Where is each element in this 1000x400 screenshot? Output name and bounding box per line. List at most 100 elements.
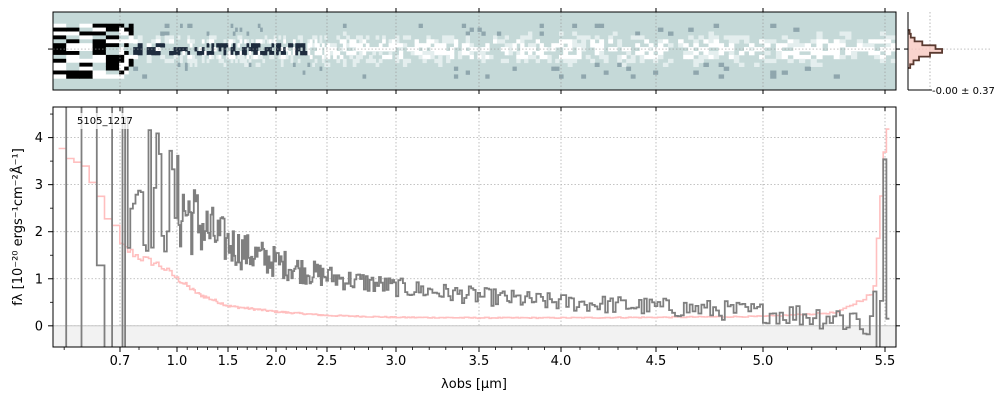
spectrum-2d-pixel [422,54,427,60]
spectrum-2d-pixel [211,51,215,56]
spectrum-2d-pixel [572,43,578,48]
spectrum-2d-pixel [728,54,735,60]
spectrum-2d-pixel [230,39,234,44]
spectrum-2d-pixel [79,23,93,28]
spectrum-2d-pixel [248,62,252,67]
spectrum-2d-pixel [388,39,393,44]
spectrum-2d-pixel [137,51,143,56]
spectrum-2d-pixel [547,54,552,60]
spectrum-2d-pixel [683,54,689,60]
spectrum-2d-pixel [382,54,386,60]
spectrum-2d-pixel [422,43,427,48]
spectrum-2d-pixel [833,39,840,44]
spectrum-2d-pixel [693,51,699,56]
spectrum-2d-pixel [356,54,360,60]
spectrum-2d-pixel [329,47,334,52]
spectrum-2d-pixel [180,54,183,60]
spectrum-2d-pixel [375,47,380,52]
spectrum-2d-pixel [369,54,373,60]
spectrum-2d-pixel [804,43,811,48]
spectrum-2d-pixel [280,54,284,60]
spectrum-2d-pixel [196,51,200,56]
spectrum-2d-pixel [266,47,270,52]
spectrum-2d-pixel [543,54,548,60]
spectrum-2d-pixel [594,51,600,56]
spectrum-2d-pixel [53,35,67,40]
spectrum-2d-pixel [728,35,735,40]
spectrum-2d-pixel [524,54,529,60]
spectrum-2d-pixel [426,39,431,44]
spectrum-2d-pixel [53,51,67,56]
spectrum-2d-pixel [209,51,212,56]
spectrum-2d-pixel [53,62,67,67]
spectrum-2d-pixel [770,23,777,28]
spectrum-2d-pixel [339,39,344,44]
spectrum-2d-pixel [66,70,80,75]
spectrum-2d-pixel [326,47,331,52]
spectrum-2d-pixel [822,51,829,56]
spectrum-2d-pixel [639,51,645,56]
spectrum-2d-pixel [516,39,521,44]
spectrum-2d-pixel [639,58,645,64]
spectrum-2d-pixel [885,47,892,52]
spectrum-2d-pixel [388,43,393,48]
spectrum-2d-pixel [206,51,210,56]
spectrum-2d-pixel [146,47,152,52]
spectrum-2d-pixel [639,54,645,60]
spectrum-2d-pixel [879,58,886,64]
spectrum-2d-pixel [314,58,318,64]
spectrum-2d-pixel [612,47,618,52]
spectrum-2d-pixel [79,54,93,60]
spectrum-2d-pixel [336,35,341,40]
spectrum-2d-pixel [105,74,120,79]
spectrum-2d-pixel [105,62,120,67]
spectrum-2d-pixel [260,39,263,44]
spectrum-2d-pixel [816,62,823,67]
spectrum-2d-pixel [184,66,188,71]
spectrum-2d-pixel [733,54,740,60]
spectrum-2d-pixel [300,43,303,48]
spectrum-2d-pixel [300,39,303,44]
spectrum-2d-pixel [465,35,470,40]
spectrum-2d-pixel [708,31,714,36]
spectrum-2d-pixel [395,54,400,60]
spectrum-2d-pixel [434,47,439,52]
spectrum-2d-pixel [599,39,605,44]
spectrum-2d-pixel [648,51,654,56]
spectrum-2d-pixel [485,54,490,60]
spectrum-2d-pixel [621,62,627,67]
spectrum-2d-pixel [438,54,443,60]
spectrum-2d-pixel [868,47,875,52]
spectrum-2d-pixel [326,43,331,48]
spectrum-2d-pixel [485,43,490,48]
spectrum-2d-pixel [754,62,760,67]
spectrum-2d-pixel [668,58,674,64]
spectrum-2d-pixel [890,43,896,48]
spectrum-2d-pixel [504,51,509,56]
spectrum-2d-pixel [504,43,509,48]
spectrum-2d-pixel [708,54,714,60]
spectrum-2d-pixel [302,51,306,56]
spectrum-2d-pixel [128,66,134,71]
spectrum-2d-pixel [79,43,93,48]
spectrum-2d-pixel [346,35,350,40]
spectrum-2d-pixel [856,43,863,48]
spectrum-2d-pixel [555,43,560,48]
spectrum-2d-pixel [92,74,107,79]
spectrum-2d-pixel [500,47,506,52]
spectrum-2d-pixel [816,39,823,44]
spectrum-2d-pixel [648,54,654,60]
spectrum-2d-pixel [201,54,205,60]
spectrum-2d-pixel [142,74,148,79]
spectrum-2d-pixel [79,27,93,32]
spectrum-2d-pixel [105,27,120,32]
object-label: 5105_1217 [77,116,133,127]
spectrum-2d-pixel [626,47,632,52]
spectrum-2d-pixel [469,47,474,52]
spectrum-2d-pixel [333,47,337,52]
spectrum-2d-pixel [312,35,315,40]
spectrum-2d-pixel [187,51,191,56]
spectrum-2d-pixel [733,58,740,64]
spectrum-2d-pixel [248,58,252,64]
spectrum-2d-pixel [535,51,540,56]
